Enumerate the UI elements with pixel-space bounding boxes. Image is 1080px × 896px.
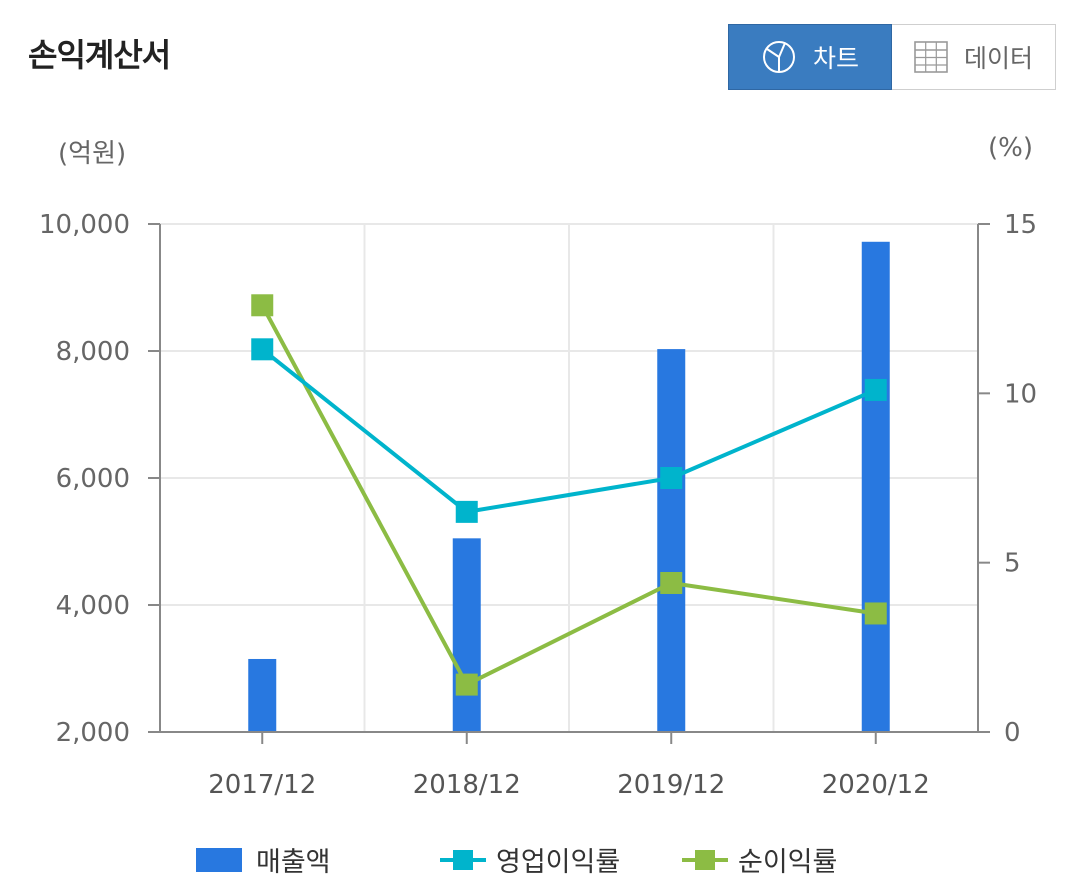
point-op-margin <box>251 338 274 361</box>
right-axis-unit: (%) <box>988 133 1033 163</box>
combo-chart: 2,000 4,000 6,000 8,000 10,000 0 5 10 15 2017/12 2… <box>39 210 1037 800</box>
page-title: 손익계산서 <box>28 36 171 74</box>
legend-item-revenue[interactable]: 매출액 <box>196 840 331 879</box>
left-axis-tick-label: 4,000 <box>56 591 130 621</box>
legend-swatch-op-margin <box>440 848 486 872</box>
left-axis-tick-label: 6,000 <box>56 464 130 494</box>
left-axis-tick-label: 2,000 <box>56 718 130 748</box>
left-axis-tick-label: 10,000 <box>39 210 130 240</box>
legend-item-net-margin[interactable]: 순이익률 <box>682 840 837 879</box>
right-axis-tick-label: 0 <box>1004 718 1021 748</box>
point-net-margin <box>864 602 887 625</box>
right-axis-tick-label: 10 <box>1004 379 1037 409</box>
point-net-margin <box>455 673 478 696</box>
left-axis-tick-label: 8,000 <box>56 337 130 367</box>
data-view-label: 데이터 <box>963 44 1033 73</box>
bar-revenue <box>248 658 277 732</box>
legend-swatch-revenue <box>196 847 242 872</box>
legend-label-net-margin: 순이익률 <box>738 847 838 878</box>
pie-chart-icon <box>761 39 797 75</box>
x-axis-tick-label: 2020/12 <box>822 770 930 800</box>
point-net-margin <box>251 294 274 317</box>
legend-item-op-margin[interactable]: 영업이익률 <box>440 840 620 879</box>
chart-view-button[interactable]: 차트 <box>728 24 892 90</box>
point-op-margin <box>455 500 478 523</box>
chart-view-label: 차트 <box>812 44 859 73</box>
bar-revenue <box>861 241 890 732</box>
table-icon <box>914 41 948 73</box>
x-axis-tick-label: 2017/12 <box>208 770 316 800</box>
legend-label-revenue: 매출액 <box>256 847 331 878</box>
point-net-margin <box>660 571 683 594</box>
x-axis-tick-label: 2018/12 <box>413 770 521 800</box>
bar-revenue <box>452 538 481 732</box>
line-op-margin <box>261 347 877 514</box>
point-op-margin <box>660 467 683 489</box>
bar-revenue <box>657 349 686 732</box>
point-op-margin <box>864 378 887 401</box>
right-axis-tick-label: 15 <box>1004 210 1037 240</box>
right-axis-tick-label: 5 <box>1004 549 1021 579</box>
data-view-button[interactable]: 데이터 <box>892 24 1056 90</box>
legend-label-op-margin: 영업이익률 <box>496 847 621 878</box>
legend-swatch-net-margin <box>682 848 728 872</box>
x-axis-tick-label: 2019/12 <box>617 770 725 800</box>
line-net-margin <box>260 304 877 687</box>
view-toggle: 차트 데이터 <box>728 24 1056 90</box>
left-axis-unit: (억원) <box>58 139 127 169</box>
